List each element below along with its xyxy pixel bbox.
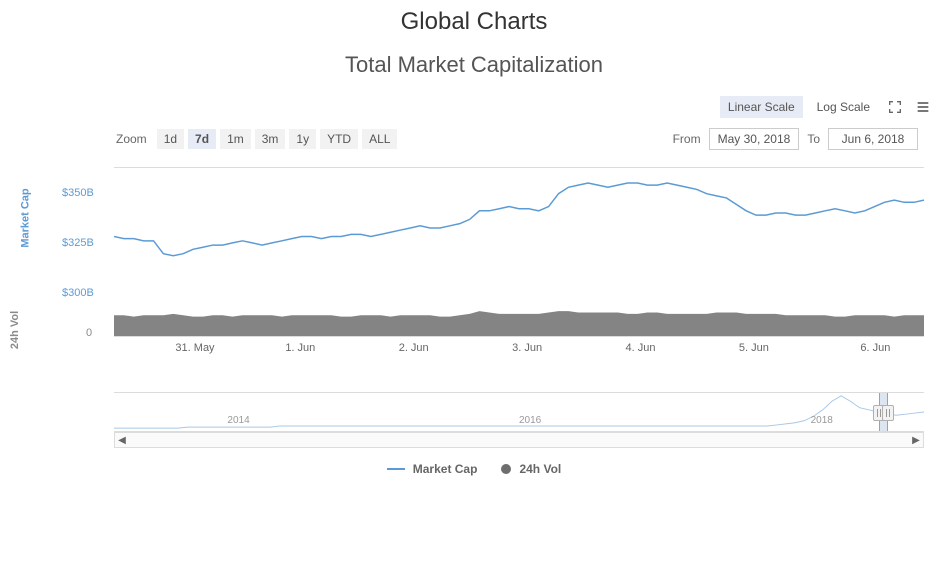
- zoom-all-button[interactable]: ALL: [362, 129, 397, 149]
- legend-24h-vol-label: 24h Vol: [519, 462, 561, 476]
- navigator-scrollbar[interactable]: ◀ ▶: [114, 432, 924, 448]
- chart-controls: Zoom 1d 7d 1m 3m 1y YTD ALL From May 30,…: [0, 128, 948, 162]
- date-range-group: From May 30, 2018 To Jun 6, 2018: [673, 128, 918, 150]
- xtick: 2. Jun: [399, 342, 429, 354]
- chart-area: Market Cap 24h Vol $350B $325B $300B 0 3…: [14, 162, 934, 372]
- ytick-300: $300B: [62, 287, 94, 299]
- scale-log-button[interactable]: Log Scale: [809, 96, 878, 118]
- market-cap-line: [114, 183, 924, 256]
- xtick: 6. Jun: [860, 342, 890, 354]
- navigator-plot[interactable]: 2014 2016 2018: [114, 392, 924, 432]
- date-from-label: From: [673, 132, 701, 146]
- scale-linear-button[interactable]: Linear Scale: [720, 96, 803, 118]
- chart-toolbar: Linear Scale Log Scale: [0, 96, 948, 128]
- date-from-input[interactable]: May 30, 2018: [709, 128, 800, 150]
- navigator-handle-right[interactable]: [882, 405, 894, 421]
- page-title: Global Charts: [0, 0, 948, 52]
- yaxis-primary-label: Market Cap: [20, 188, 32, 247]
- menu-icon[interactable]: [912, 96, 934, 118]
- volume-area: [114, 311, 924, 336]
- chart-legend: Market Cap 24h Vol: [0, 448, 948, 476]
- legend-dot-icon: [501, 464, 511, 474]
- chart-title: Total Market Capitalization: [0, 52, 948, 96]
- xtick: 5. Jun: [739, 342, 769, 354]
- chart-plot[interactable]: [114, 167, 924, 337]
- zoom-3m-button[interactable]: 3m: [255, 129, 286, 149]
- legend-market-cap[interactable]: Market Cap: [387, 462, 478, 476]
- zoom-label: Zoom: [116, 132, 147, 146]
- ytick-325: $325B: [62, 237, 94, 249]
- date-to-input[interactable]: Jun 6, 2018: [828, 128, 918, 150]
- zoom-1d-button[interactable]: 1d: [157, 129, 184, 149]
- xtick: 3. Jun: [512, 342, 542, 354]
- legend-market-cap-label: Market Cap: [413, 462, 478, 476]
- xtick: 31. May: [175, 342, 214, 354]
- xtick: 1. Jun: [285, 342, 315, 354]
- nav-scroll-left-icon[interactable]: ◀: [115, 433, 129, 447]
- zoom-1y-button[interactable]: 1y: [289, 129, 316, 149]
- fullscreen-icon[interactable]: [884, 96, 906, 118]
- legend-24h-vol[interactable]: 24h Vol: [501, 462, 561, 476]
- chart-navigator: 2014 2016 2018 ◀ ▶: [14, 392, 934, 448]
- legend-line-icon: [387, 468, 405, 470]
- navigator-year-label: 2014: [227, 415, 249, 426]
- zoom-ytd-button[interactable]: YTD: [320, 129, 358, 149]
- ytick-vol-0: 0: [86, 327, 92, 339]
- zoom-1m-button[interactable]: 1m: [220, 129, 251, 149]
- navigator-year-label: 2018: [811, 415, 833, 426]
- navigator-year-label: 2016: [519, 415, 541, 426]
- date-to-label: To: [807, 132, 820, 146]
- zoom-7d-button[interactable]: 7d: [188, 129, 216, 149]
- xtick: 4. Jun: [626, 342, 656, 354]
- ytick-350: $350B: [62, 187, 94, 199]
- zoom-group: Zoom 1d 7d 1m 3m 1y YTD ALL: [116, 129, 397, 149]
- nav-scroll-right-icon[interactable]: ▶: [909, 433, 923, 447]
- yaxis-secondary-label: 24h Vol: [9, 311, 21, 349]
